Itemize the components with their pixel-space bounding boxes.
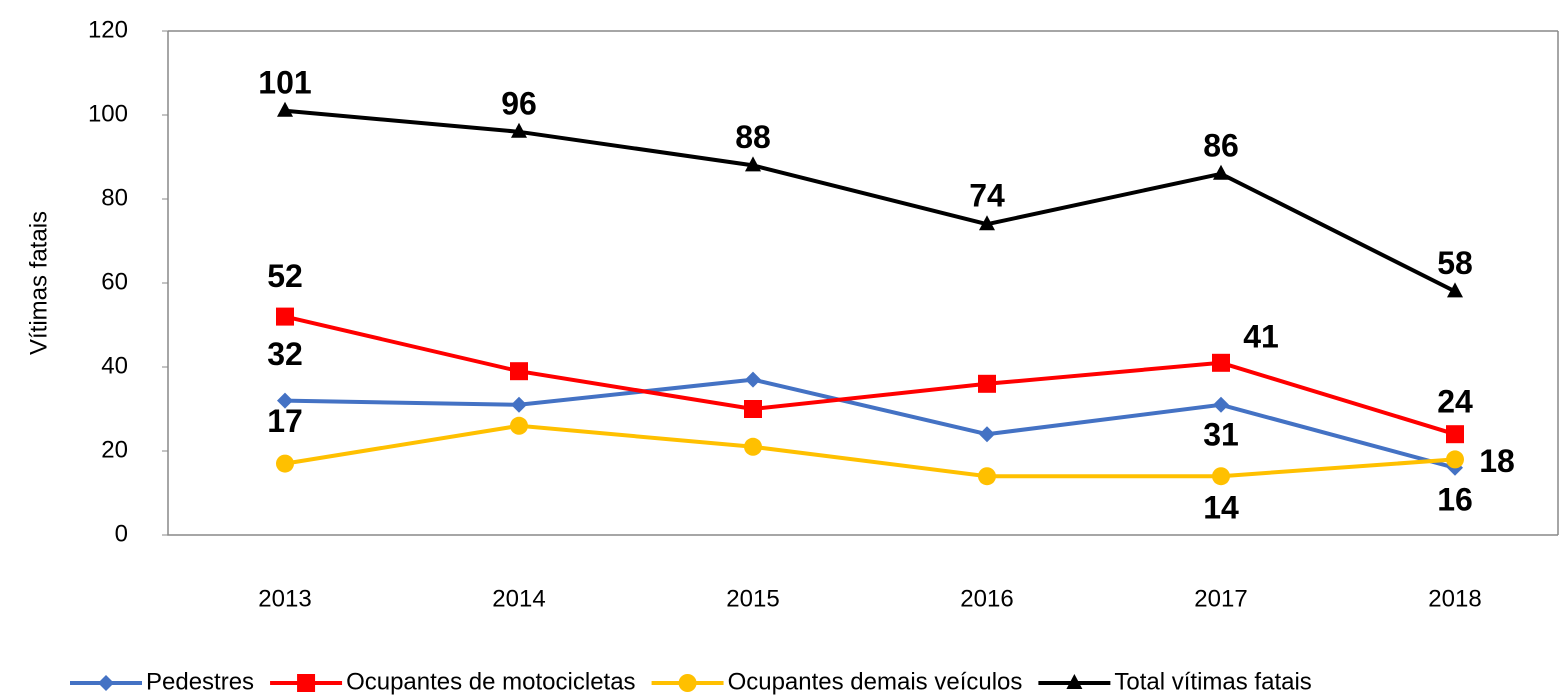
marker	[1446, 425, 1464, 444]
marker	[98, 675, 114, 691]
y-tick-label: 60	[101, 268, 128, 295]
y-tick-label: 0	[115, 520, 128, 547]
series: 101 96 88 74 86 58	[258, 64, 1473, 298]
legend-label: Ocupantes demais veículos	[728, 668, 1023, 695]
marker	[1212, 353, 1230, 372]
y-axis-title: Vítimas fatais	[25, 211, 52, 355]
marker	[745, 156, 761, 172]
data-label: 101	[258, 64, 311, 100]
marker	[1066, 674, 1083, 689]
y-tick-label: 100	[88, 100, 128, 127]
legend-entry: Ocupantes demais veículos	[651, 668, 1023, 695]
x-tick-label: 2018	[1428, 585, 1481, 612]
marker	[744, 437, 762, 456]
marker	[1447, 282, 1463, 298]
data-label: 32	[267, 336, 303, 372]
data-label: 17	[267, 403, 303, 439]
x-tick-label: 2015	[726, 585, 779, 612]
data-label: 52	[267, 258, 303, 294]
marker	[511, 122, 527, 138]
y-tick-label: 80	[101, 184, 128, 211]
marker	[978, 467, 996, 486]
data-label: 58	[1437, 245, 1473, 281]
marker	[979, 215, 995, 231]
series-line	[284, 314, 1456, 437]
legend-label: Pedestres	[146, 668, 254, 695]
x-tick-label: 2014	[492, 585, 545, 612]
marker	[1213, 396, 1229, 413]
data-label: 88	[735, 119, 771, 155]
marker	[277, 101, 293, 117]
marker	[978, 374, 996, 393]
data-label: 18	[1479, 443, 1515, 479]
x-tick-label: 2013	[258, 585, 311, 612]
legend-entry: Ocupantes de motocicletas	[270, 668, 636, 695]
marker	[1446, 450, 1464, 469]
y-tick-label: 120	[88, 16, 128, 43]
legend-label: Total vítimas fatais	[1114, 668, 1311, 695]
marker	[277, 392, 293, 409]
x-tick-label: 2016	[960, 585, 1013, 612]
marker	[979, 426, 995, 443]
marker	[1212, 467, 1230, 486]
y-tick-label: 20	[101, 436, 128, 463]
series: 52 41 24	[267, 258, 1473, 444]
marker	[297, 674, 316, 692]
marker	[511, 396, 527, 413]
series: 17 14 18	[267, 403, 1515, 526]
marker	[1213, 164, 1229, 180]
series-line	[284, 423, 1456, 479]
marker	[276, 307, 294, 326]
legend-entry: Pedestres	[70, 668, 254, 695]
marker	[678, 674, 697, 692]
data-label: 24	[1437, 384, 1473, 420]
data-label: 96	[501, 85, 537, 121]
data-label: 16	[1437, 481, 1473, 517]
marker	[510, 416, 528, 435]
series-line	[284, 377, 1456, 470]
marker	[276, 454, 294, 473]
data-label: 74	[969, 178, 1005, 214]
data-label: 14	[1203, 490, 1239, 526]
data-label: 31	[1203, 416, 1239, 452]
marker	[745, 371, 761, 388]
legend-label: Ocupantes de motocicletas	[346, 668, 636, 695]
series-line	[284, 108, 1456, 294]
data-label: 41	[1243, 318, 1279, 354]
legend-entry: Total vítimas fatais	[1038, 668, 1312, 695]
marker	[510, 362, 528, 381]
marker	[744, 400, 762, 418]
x-tick-label: 2017	[1194, 585, 1247, 612]
y-tick-label: 40	[101, 352, 128, 379]
series: 32 31 16	[267, 336, 1473, 517]
data-label: 86	[1203, 127, 1239, 163]
